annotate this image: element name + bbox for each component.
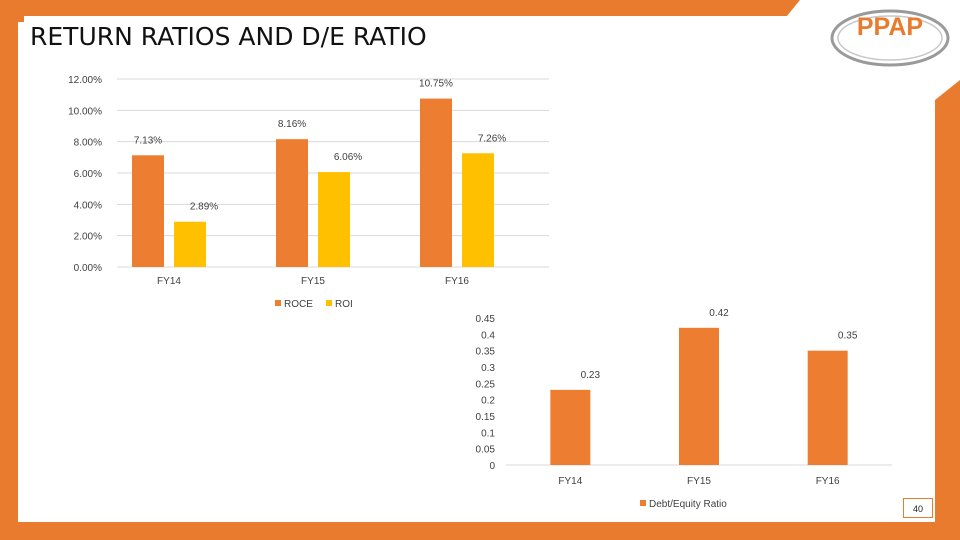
- x-tick-label: FY14: [157, 276, 181, 287]
- data-label: 7.13%: [134, 135, 162, 146]
- page-number: 40: [903, 498, 933, 518]
- y-tick-label: 8.00%: [74, 138, 102, 149]
- y-tick-label: 0.2: [481, 396, 495, 407]
- legend-label: Debt/Equity Ratio: [649, 499, 727, 510]
- y-tick-label: 0.35: [476, 347, 496, 358]
- y-tick-label: 0: [489, 461, 495, 472]
- data-label: 10.75%: [419, 79, 453, 90]
- x-tick-label: FY15: [687, 476, 711, 487]
- data-label: 2.89%: [190, 202, 218, 213]
- frame-left-band: [0, 0, 18, 540]
- ppap-logo: PPAP: [826, 6, 954, 70]
- data-label: 8.16%: [278, 119, 306, 130]
- y-tick-label: 0.4: [481, 330, 495, 341]
- legend-label: ROCE: [284, 299, 313, 310]
- data-label: 0.42: [709, 308, 729, 319]
- y-tick-label: 4.00%: [74, 200, 102, 211]
- frame-right-band: [935, 0, 960, 540]
- data-label: 0.35: [838, 331, 858, 342]
- bar-roi-fy14: [174, 221, 206, 267]
- y-tick-label: 0.1: [481, 428, 495, 439]
- y-tick-label: 0.3: [481, 363, 495, 374]
- bar-roce-fy14: [132, 155, 164, 267]
- bar-roi-fy15: [318, 172, 350, 267]
- bar-roce-fy16: [420, 98, 452, 267]
- y-tick-label: 6.00%: [74, 169, 102, 180]
- slide-title: RETURN RATIOS AND D/E RATIO: [30, 22, 427, 51]
- y-tick-label: 0.25: [476, 379, 496, 390]
- bar-debt-equity-fy14: [550, 389, 591, 465]
- bar-roce-fy15: [276, 139, 308, 267]
- x-tick-label: FY14: [558, 476, 582, 487]
- data-label: 0.23: [581, 370, 601, 381]
- legend-swatch-debt-equity: [640, 500, 646, 506]
- y-tick-label: 12.00%: [68, 75, 102, 86]
- y-tick-label: 10.00%: [68, 106, 102, 117]
- bar-debt-equity-fy16: [807, 350, 848, 465]
- x-tick-label: FY15: [301, 276, 325, 287]
- legend-swatch-roce: [275, 300, 281, 306]
- y-tick-label: 0.45: [476, 314, 496, 325]
- x-tick-label: FY16: [445, 276, 469, 287]
- y-tick-label: 0.00%: [74, 263, 102, 274]
- data-label: 6.06%: [334, 152, 362, 163]
- y-tick-label: 2.00%: [74, 232, 102, 243]
- legend-swatch-roi: [326, 300, 332, 306]
- y-tick-label: 0.15: [476, 412, 496, 423]
- y-tick-label: 0.05: [476, 445, 496, 456]
- legend-label: ROI: [335, 299, 353, 310]
- x-tick-label: FY16: [816, 476, 840, 487]
- logo-text: PPAP: [857, 13, 923, 41]
- bar-debt-equity-fy15: [679, 327, 719, 465]
- data-label: 7.26%: [478, 133, 506, 144]
- frame-bottom-band: [0, 522, 960, 540]
- bar-roi-fy16: [462, 153, 494, 267]
